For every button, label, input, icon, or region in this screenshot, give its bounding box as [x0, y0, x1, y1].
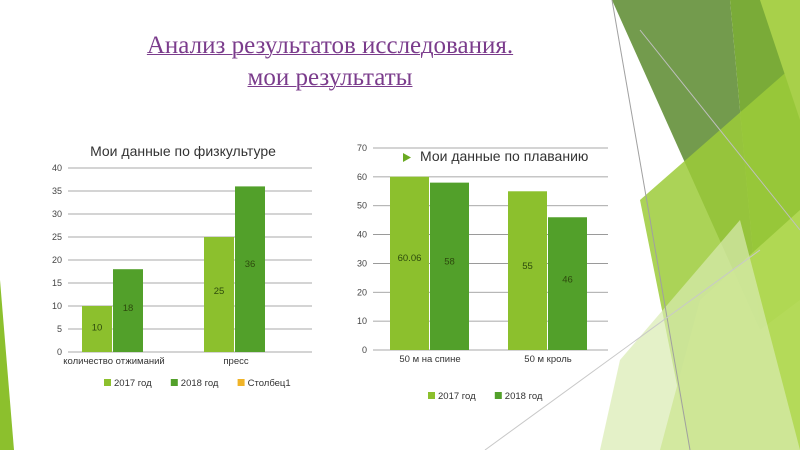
legend-swatch [104, 379, 111, 386]
data-label: 25 [214, 286, 225, 297]
deco-shape [0, 280, 14, 450]
title-arrow-icon [403, 153, 411, 162]
y-tick-label: 5 [57, 324, 62, 334]
y-tick-label: 70 [357, 143, 367, 153]
deco-line [484, 249, 761, 450]
chart-title: Мои данные по физкультуре [90, 143, 276, 159]
deco-shape [600, 220, 800, 450]
x-category-label: 50 м кроль [524, 354, 571, 365]
y-tick-label: 60 [357, 172, 367, 182]
y-tick-label: 25 [52, 232, 62, 242]
x-category-label: количество отжиманий [63, 356, 164, 367]
legend-label: 2018 год [181, 378, 219, 389]
legend-label: 2018 год [505, 391, 543, 402]
x-category-label: пресс [223, 356, 248, 367]
bar [204, 237, 234, 352]
bar [82, 306, 112, 352]
y-tick-label: 35 [52, 186, 62, 196]
deco-line [639, 29, 800, 231]
y-tick-label: 30 [357, 258, 367, 268]
y-tick-label: 20 [52, 255, 62, 265]
y-tick-label: 0 [57, 347, 62, 357]
data-label: 10 [92, 323, 103, 334]
y-tick-label: 40 [357, 230, 367, 240]
bar [430, 182, 469, 350]
y-tick-label: 20 [357, 287, 367, 297]
y-tick-label: 50 [357, 201, 367, 211]
y-tick-label: 15 [52, 278, 62, 288]
y-tick-label: 10 [357, 316, 367, 326]
legend-swatch [428, 392, 435, 399]
legend-label: Столбец1 [248, 378, 291, 389]
deco-shape [760, 0, 800, 120]
bar [390, 176, 429, 350]
slide-title: Анализ результатов исследования. мои рез… [60, 30, 600, 94]
y-tick-label: 30 [52, 209, 62, 219]
chart-title: Мои данные по плаванию [420, 148, 588, 164]
legend-swatch [494, 392, 502, 399]
bar [548, 217, 587, 350]
data-label: 55 [522, 261, 533, 272]
x-category-label: 50 м на спине [399, 354, 460, 365]
legend-swatch [237, 379, 245, 386]
bar [235, 186, 265, 352]
y-tick-label: 0 [362, 345, 367, 355]
data-label: 36 [245, 259, 256, 270]
bar [113, 269, 143, 352]
legend-label: 2017 год [114, 378, 152, 389]
data-label: 58 [444, 256, 455, 267]
title-line-2: мои результаты [247, 64, 413, 91]
data-label: 60.06 [398, 253, 422, 264]
data-label: 46 [562, 275, 573, 286]
y-tick-label: 40 [52, 163, 62, 173]
deco-line [611, 0, 691, 450]
legend-swatch [170, 379, 178, 386]
bar [508, 191, 547, 350]
title-line-1: Анализ результатов исследования. [146, 32, 514, 59]
legend-label: 2017 год [438, 391, 476, 402]
data-label: 18 [123, 303, 134, 314]
y-tick-label: 10 [52, 301, 62, 311]
